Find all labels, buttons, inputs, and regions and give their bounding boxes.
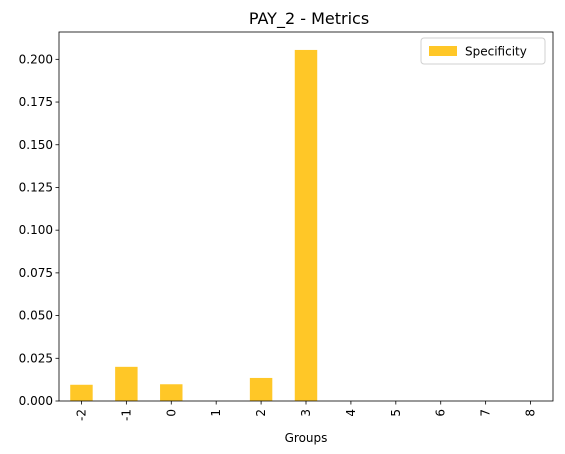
bar-0 <box>160 384 183 401</box>
x-tick-label: 4 <box>344 409 358 417</box>
y-tick-label: 0.050 <box>19 309 53 323</box>
bar--1 <box>115 366 138 401</box>
y-tick-label: 0.125 <box>19 180 53 194</box>
x-tick-label: 8 <box>524 409 538 417</box>
x-axis-label: Groups <box>285 431 328 445</box>
x-tick-label: 0 <box>164 409 178 417</box>
legend: Specificity <box>420 37 546 65</box>
legend-label: Specificity <box>465 45 527 59</box>
bar--2 <box>70 384 93 401</box>
bar-2 <box>249 377 273 401</box>
legend-box <box>420 37 546 65</box>
y-tick-label: 0.075 <box>19 266 53 280</box>
y-tick-label: 0.000 <box>19 394 53 408</box>
x-tick-label: 7 <box>479 409 493 417</box>
x-tick-label: 5 <box>389 409 403 417</box>
legend-swatch <box>429 46 457 56</box>
bar-3 <box>294 49 318 401</box>
plot-area: 0.000 0.025 0.050 0.075 0.100 0.125 0.150 0.175… <box>19 31 554 421</box>
y-tick-label: 0.100 <box>19 223 53 237</box>
y-tick-label: 0.175 <box>19 95 53 109</box>
y-tick-label: 0.025 <box>19 351 53 365</box>
x-tick-label: 6 <box>434 409 448 417</box>
x-tick-label: 3 <box>299 409 313 417</box>
x-tick-label: -2 <box>74 409 88 421</box>
x-tick-label: 2 <box>254 409 268 417</box>
x-tick-label: 1 <box>209 409 223 417</box>
chart-title: PAY_2 - Metrics <box>249 9 369 29</box>
y-tick-label: 0.200 <box>19 52 53 66</box>
x-tick-label: -1 <box>119 409 133 421</box>
y-tick-label: 0.150 <box>19 138 53 152</box>
